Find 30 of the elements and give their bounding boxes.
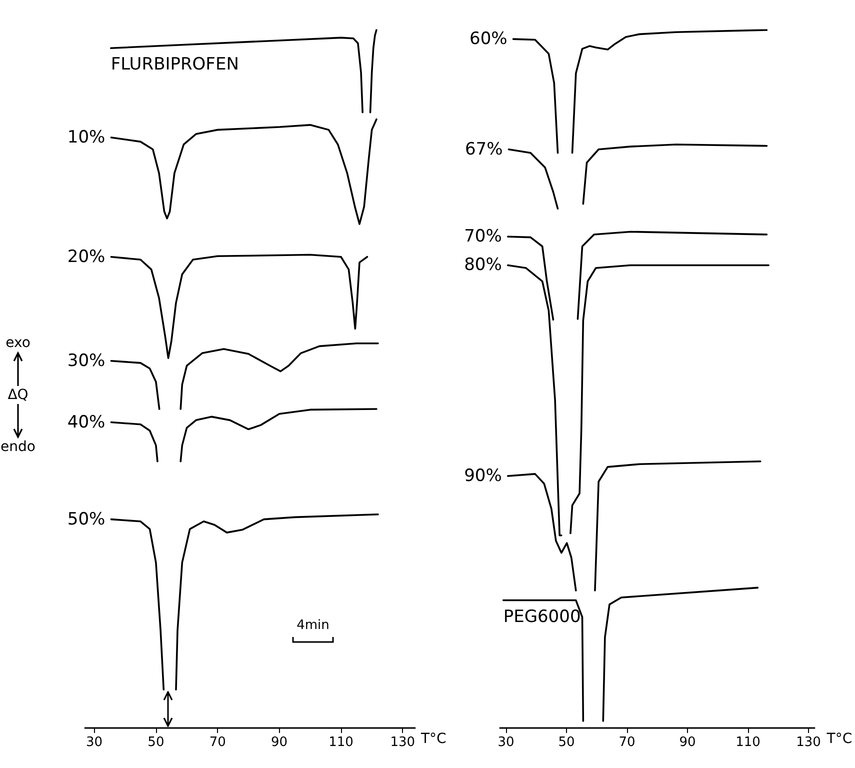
x-axis-title: T°C (826, 731, 852, 747)
x-tick-label: 90 (679, 735, 696, 750)
series-label: 10% (67, 127, 106, 148)
series-label: 20% (67, 246, 106, 267)
text: exo (6, 335, 30, 351)
x-tick-label: 50 (558, 735, 575, 750)
x-tick-label: 110 (328, 735, 354, 750)
series-label: 60% (470, 29, 508, 50)
x-tick-label: 130 (390, 735, 416, 750)
x-tick-label: 70 (209, 735, 226, 750)
series-label: 30% (67, 350, 106, 371)
x-tick-label: 50 (148, 735, 164, 750)
series-label: FLURBIPROFEN (110, 54, 239, 75)
text: endo (0, 439, 36, 455)
x-tick-label: 70 (618, 735, 636, 750)
x-tick-label: 30 (86, 735, 103, 750)
annotation: 4min (296, 618, 330, 633)
series-label: 90% (464, 466, 502, 486)
x-tick-label: 110 (736, 735, 760, 750)
x-tick-label: 130 (796, 735, 821, 750)
y-axis-title: ΔQ (8, 387, 28, 403)
series-label: 50% (67, 509, 106, 530)
series-label: 80% (464, 255, 502, 276)
x-tick-label: 30 (498, 735, 514, 750)
x-axis-title: T°C (420, 731, 447, 747)
x-tick-label: 90 (271, 735, 288, 750)
series-label: 67% (464, 139, 503, 160)
series-label: PEG6000 (503, 606, 581, 627)
series-label: 40% (67, 412, 106, 432)
series-label: 70% (464, 226, 502, 247)
